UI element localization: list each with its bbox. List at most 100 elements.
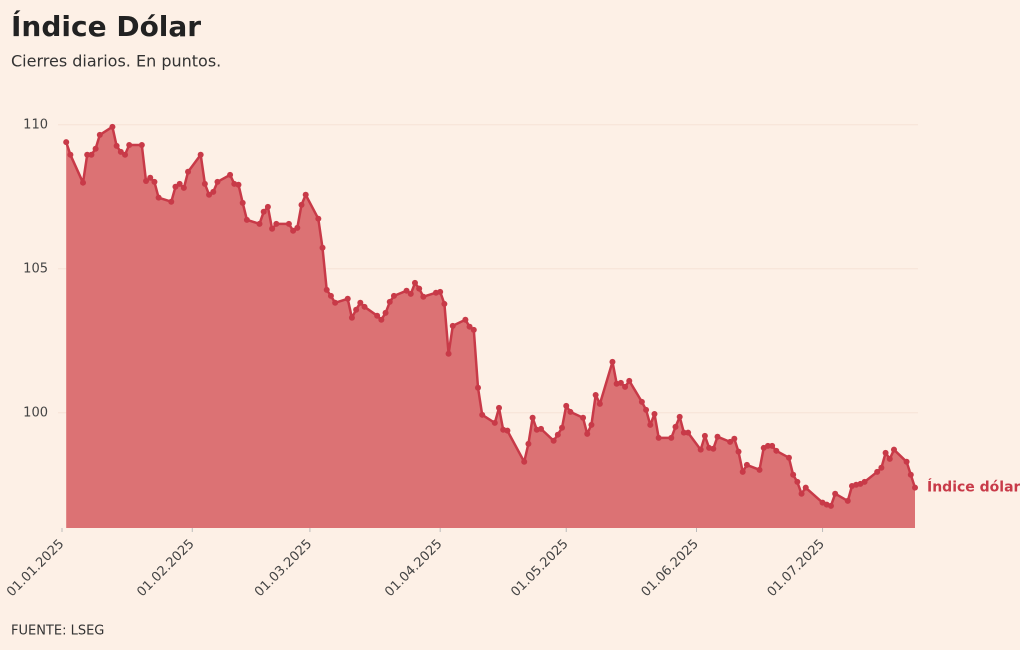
point xyxy=(496,404,503,411)
point xyxy=(122,151,129,158)
y-tick-label: 110 xyxy=(23,117,48,132)
point xyxy=(617,379,624,386)
point xyxy=(567,408,574,415)
point xyxy=(437,288,444,295)
point xyxy=(411,279,418,286)
point xyxy=(714,433,721,440)
point xyxy=(529,414,536,421)
point xyxy=(491,419,498,426)
x-tick-label: 01.02.2025 xyxy=(134,537,197,600)
point xyxy=(96,131,103,138)
point xyxy=(832,490,839,497)
point xyxy=(592,391,599,398)
point xyxy=(584,430,591,437)
point xyxy=(743,461,750,468)
point xyxy=(416,285,423,292)
point xyxy=(180,184,187,191)
point xyxy=(622,383,629,390)
point xyxy=(185,168,192,175)
x-tick-label: 01.07.2025 xyxy=(765,537,828,600)
point xyxy=(294,224,301,231)
point xyxy=(739,468,746,475)
point xyxy=(344,295,351,302)
point xyxy=(588,421,595,428)
point xyxy=(67,151,74,158)
point xyxy=(269,225,276,232)
point xyxy=(92,145,99,152)
point xyxy=(332,299,339,306)
point xyxy=(794,478,801,485)
x-tick-label: 01.06.2025 xyxy=(639,537,702,600)
point xyxy=(701,432,708,439)
y-tick-label: 105 xyxy=(23,261,48,276)
x-tick-label: 01.03.2025 xyxy=(252,537,315,600)
point xyxy=(764,442,771,449)
point xyxy=(273,220,280,227)
point xyxy=(521,458,528,465)
point xyxy=(403,287,410,294)
point xyxy=(903,458,910,465)
point xyxy=(596,400,603,407)
point xyxy=(802,484,809,491)
point xyxy=(260,208,267,215)
point xyxy=(243,216,250,223)
point xyxy=(315,215,322,222)
point xyxy=(626,377,633,384)
point xyxy=(685,429,692,436)
point xyxy=(727,438,734,445)
point xyxy=(525,440,532,447)
point xyxy=(197,151,204,158)
point xyxy=(357,299,364,306)
point xyxy=(563,402,570,409)
point xyxy=(239,199,246,206)
point xyxy=(138,141,145,148)
point xyxy=(554,431,561,438)
point xyxy=(210,188,217,195)
point xyxy=(680,429,687,436)
point xyxy=(907,471,914,478)
point xyxy=(912,484,918,491)
point xyxy=(710,445,717,452)
point xyxy=(327,292,334,299)
point xyxy=(353,306,360,313)
point xyxy=(378,316,385,323)
point xyxy=(844,497,851,504)
point xyxy=(798,490,805,497)
point xyxy=(206,191,213,198)
point xyxy=(878,464,885,471)
point xyxy=(827,502,834,509)
point xyxy=(559,424,566,431)
point xyxy=(172,183,179,190)
point xyxy=(470,326,477,333)
point xyxy=(214,178,221,185)
point xyxy=(651,410,658,417)
point xyxy=(643,406,650,413)
point xyxy=(731,435,738,442)
point xyxy=(298,201,305,208)
point xyxy=(147,174,154,181)
point xyxy=(861,478,868,485)
point xyxy=(264,203,271,210)
point xyxy=(256,220,263,227)
point xyxy=(176,180,183,187)
x-tick-label: 01.04.2025 xyxy=(382,537,445,600)
point xyxy=(348,314,355,321)
point xyxy=(769,442,776,449)
point xyxy=(441,300,448,307)
point xyxy=(697,446,704,453)
point xyxy=(668,434,675,441)
point xyxy=(155,194,162,201)
point xyxy=(756,466,763,473)
point xyxy=(151,178,158,185)
area xyxy=(66,126,915,529)
point xyxy=(580,414,587,421)
chart-title: Índice Dólar xyxy=(11,9,201,43)
point xyxy=(890,446,897,453)
point xyxy=(504,427,511,434)
y-tick-label: 100 xyxy=(23,405,48,420)
point xyxy=(466,323,473,330)
point xyxy=(420,293,427,300)
point xyxy=(80,179,87,186)
point xyxy=(290,227,297,234)
point xyxy=(609,358,616,365)
